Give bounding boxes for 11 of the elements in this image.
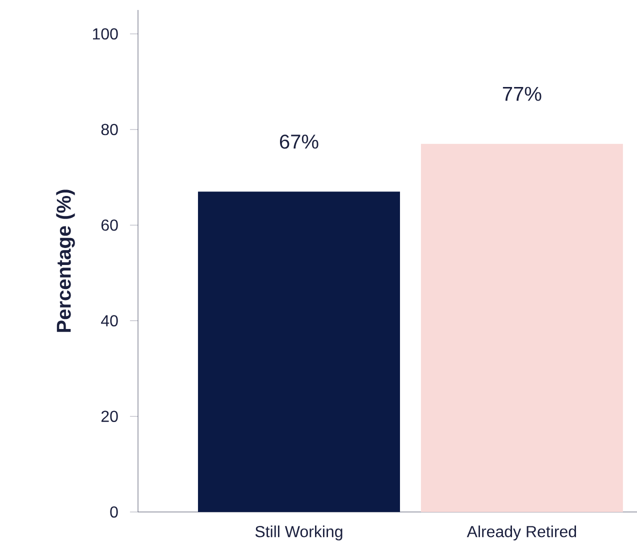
y-tick-label: 80 [101, 124, 118, 136]
y-axis-title: Percentage (%) [56, 190, 75, 332]
x-tick-label: Still Working [255, 526, 342, 540]
y-tick-label: 100 [93, 28, 118, 40]
y-tick-label: 40 [101, 315, 118, 326]
x-tick-label: Already Retired [466, 526, 576, 540]
data-label: 77% [502, 86, 542, 101]
data-label: 67% [280, 134, 318, 149]
y-tick-label: 20 [101, 410, 118, 422]
y-tick-label: 0 [110, 506, 118, 518]
y-tick-label: 60 [101, 219, 118, 231]
